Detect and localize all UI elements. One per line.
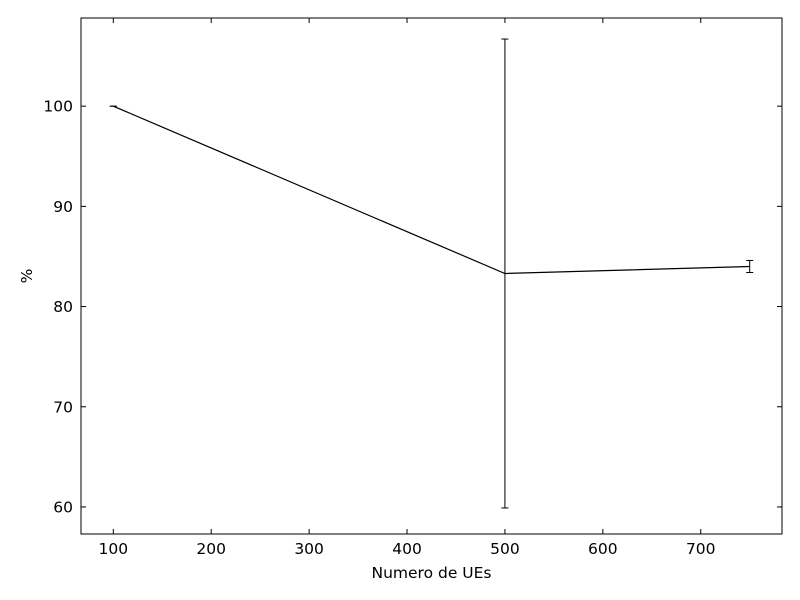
- plot-content: [109, 38, 754, 509]
- x-tick-label: 200: [196, 540, 226, 558]
- y-axis-label: %: [18, 269, 36, 284]
- plot-frame: [80, 17, 783, 535]
- x-tick-label: 100: [99, 540, 129, 558]
- x-tick-label: 500: [490, 540, 520, 558]
- y-tick-label: 100: [43, 98, 73, 116]
- y-tick-label: 60: [53, 498, 73, 516]
- series-line: [113, 105, 750, 275]
- x-tick-label: 700: [686, 540, 716, 558]
- y-axis-ticks: 60 70 80 90 100: [43, 98, 782, 516]
- x-axis-label: Numero de UEs: [371, 564, 491, 582]
- x-tick-label: 600: [588, 540, 618, 558]
- x-tick-label: 300: [294, 540, 324, 558]
- x-axis-ticks: 100 200 300 400 500 600 700: [99, 18, 716, 558]
- y-tick-label: 90: [53, 198, 73, 216]
- y-tick-label: 70: [53, 398, 73, 416]
- x-tick-label: 400: [392, 540, 422, 558]
- y-tick-label: 80: [53, 298, 73, 316]
